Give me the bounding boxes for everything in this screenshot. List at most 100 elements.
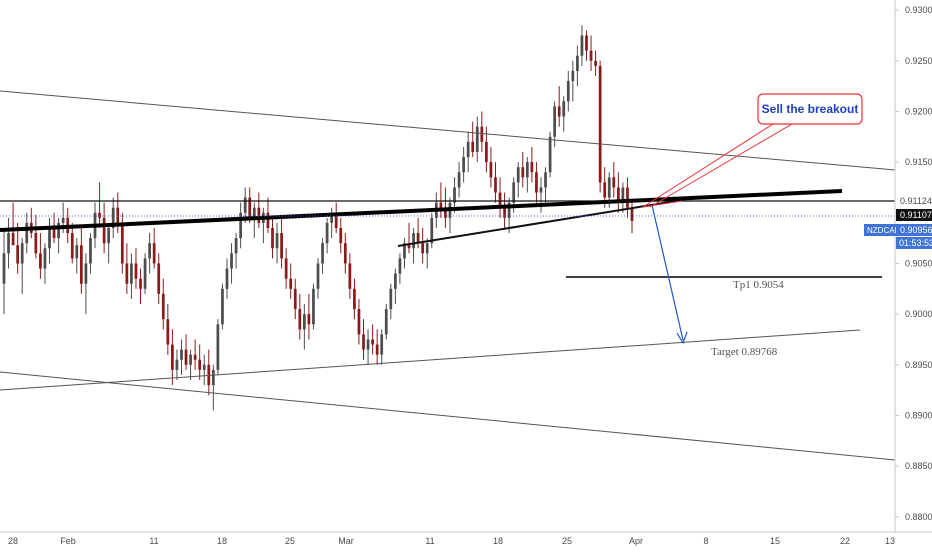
date-tick-label: 25 xyxy=(285,536,295,546)
candle-body xyxy=(184,349,188,365)
candle-body xyxy=(594,60,597,66)
time-axis: 28 Feb 11 18 25 Mar 11 18 25 Apr 8 15 22 13 xyxy=(8,536,895,546)
candle-body xyxy=(230,253,233,269)
candle-body xyxy=(612,177,616,188)
candle-body xyxy=(248,197,252,218)
price-tick-label: 0.88000 xyxy=(905,512,932,522)
candle-body xyxy=(98,212,101,218)
candle-body xyxy=(148,243,151,259)
candle-body xyxy=(621,187,625,203)
candle-body xyxy=(503,207,506,218)
candle-body xyxy=(189,354,192,365)
candle-body xyxy=(166,319,170,345)
candle-body xyxy=(298,309,302,330)
candle-body xyxy=(562,101,566,117)
candle-body xyxy=(275,233,279,249)
candle-body xyxy=(16,245,20,264)
current-price-badge xyxy=(896,224,932,236)
candle-body xyxy=(152,243,156,264)
candle-body xyxy=(626,187,629,208)
date-tick-label: 28 xyxy=(8,536,18,546)
candle-body xyxy=(357,309,361,335)
candle-body xyxy=(243,197,247,213)
candle-body xyxy=(412,233,415,249)
candle-body xyxy=(571,70,575,82)
date-tick-label: 8 xyxy=(703,536,708,546)
candle-body xyxy=(535,172,538,193)
callout-text: Sell the breakout xyxy=(762,102,859,116)
breakout-arrow xyxy=(651,204,688,345)
candle-body xyxy=(293,288,297,310)
candle-body xyxy=(366,339,370,350)
candle-body xyxy=(252,207,256,218)
candle-body xyxy=(211,369,215,386)
date-tick-label: 22 xyxy=(840,536,850,546)
date-tick-label: 18 xyxy=(493,536,503,546)
candle-body xyxy=(239,212,243,239)
target-label: Target 0.89768 xyxy=(711,346,778,358)
candle-body xyxy=(302,314,306,330)
candle-body xyxy=(84,263,88,284)
candle-body xyxy=(216,324,220,370)
date-tick-label: 15 xyxy=(770,536,780,546)
candle-body xyxy=(134,263,138,279)
rising-neckline xyxy=(397,199,683,247)
candle-body xyxy=(89,238,92,264)
candle-body xyxy=(407,243,411,249)
candle-body xyxy=(480,126,484,142)
candle-body xyxy=(266,212,270,228)
candle-body xyxy=(289,278,293,289)
candles-group xyxy=(2,25,634,411)
candle-body xyxy=(348,263,352,289)
candle-body xyxy=(516,167,520,183)
candle-body xyxy=(307,314,311,325)
candle-body xyxy=(7,233,10,254)
candle-body xyxy=(280,233,283,259)
candle-body xyxy=(521,167,525,178)
resistance-price-label: 0.91124 xyxy=(900,196,932,206)
candle-body xyxy=(462,157,465,173)
date-tick-label: 11 xyxy=(425,536,434,546)
candle-body xyxy=(316,263,320,289)
candle-body xyxy=(589,50,593,61)
candle-body xyxy=(325,222,329,244)
candle-body xyxy=(193,354,197,360)
candle-body xyxy=(580,35,584,56)
candle-body xyxy=(225,268,229,289)
candle-body xyxy=(20,243,24,264)
date-tick-label: Feb xyxy=(60,536,76,546)
candle-body xyxy=(512,182,516,203)
candle-body xyxy=(330,212,334,223)
current-price-label: 0.90956 xyxy=(900,225,932,235)
candle-body xyxy=(175,359,179,370)
candle-body xyxy=(375,344,379,355)
candle-body xyxy=(384,309,388,335)
candle-body xyxy=(439,202,443,208)
last-price-label: 0.91107 xyxy=(900,210,932,220)
candle-body xyxy=(576,55,579,71)
candle-body xyxy=(48,228,51,249)
candle-body xyxy=(75,245,79,259)
candle-body xyxy=(525,162,529,178)
candle-body xyxy=(444,207,447,218)
candle-body xyxy=(161,293,165,320)
date-tick-label: Apr xyxy=(629,536,643,546)
candle-body xyxy=(393,273,397,289)
candle-body xyxy=(234,238,238,254)
candle-body xyxy=(557,106,561,117)
thick-trendline xyxy=(0,189,843,232)
countdown-badge xyxy=(896,237,932,249)
candle-body xyxy=(489,162,493,178)
candle-body xyxy=(116,207,120,223)
candle-body xyxy=(343,243,347,264)
candle-body xyxy=(43,248,47,269)
candle-body xyxy=(111,207,115,228)
candle-body xyxy=(398,258,402,274)
candle-body xyxy=(11,233,15,246)
candle-body xyxy=(371,339,374,345)
candle-body xyxy=(475,126,479,152)
candle-body xyxy=(39,253,42,269)
